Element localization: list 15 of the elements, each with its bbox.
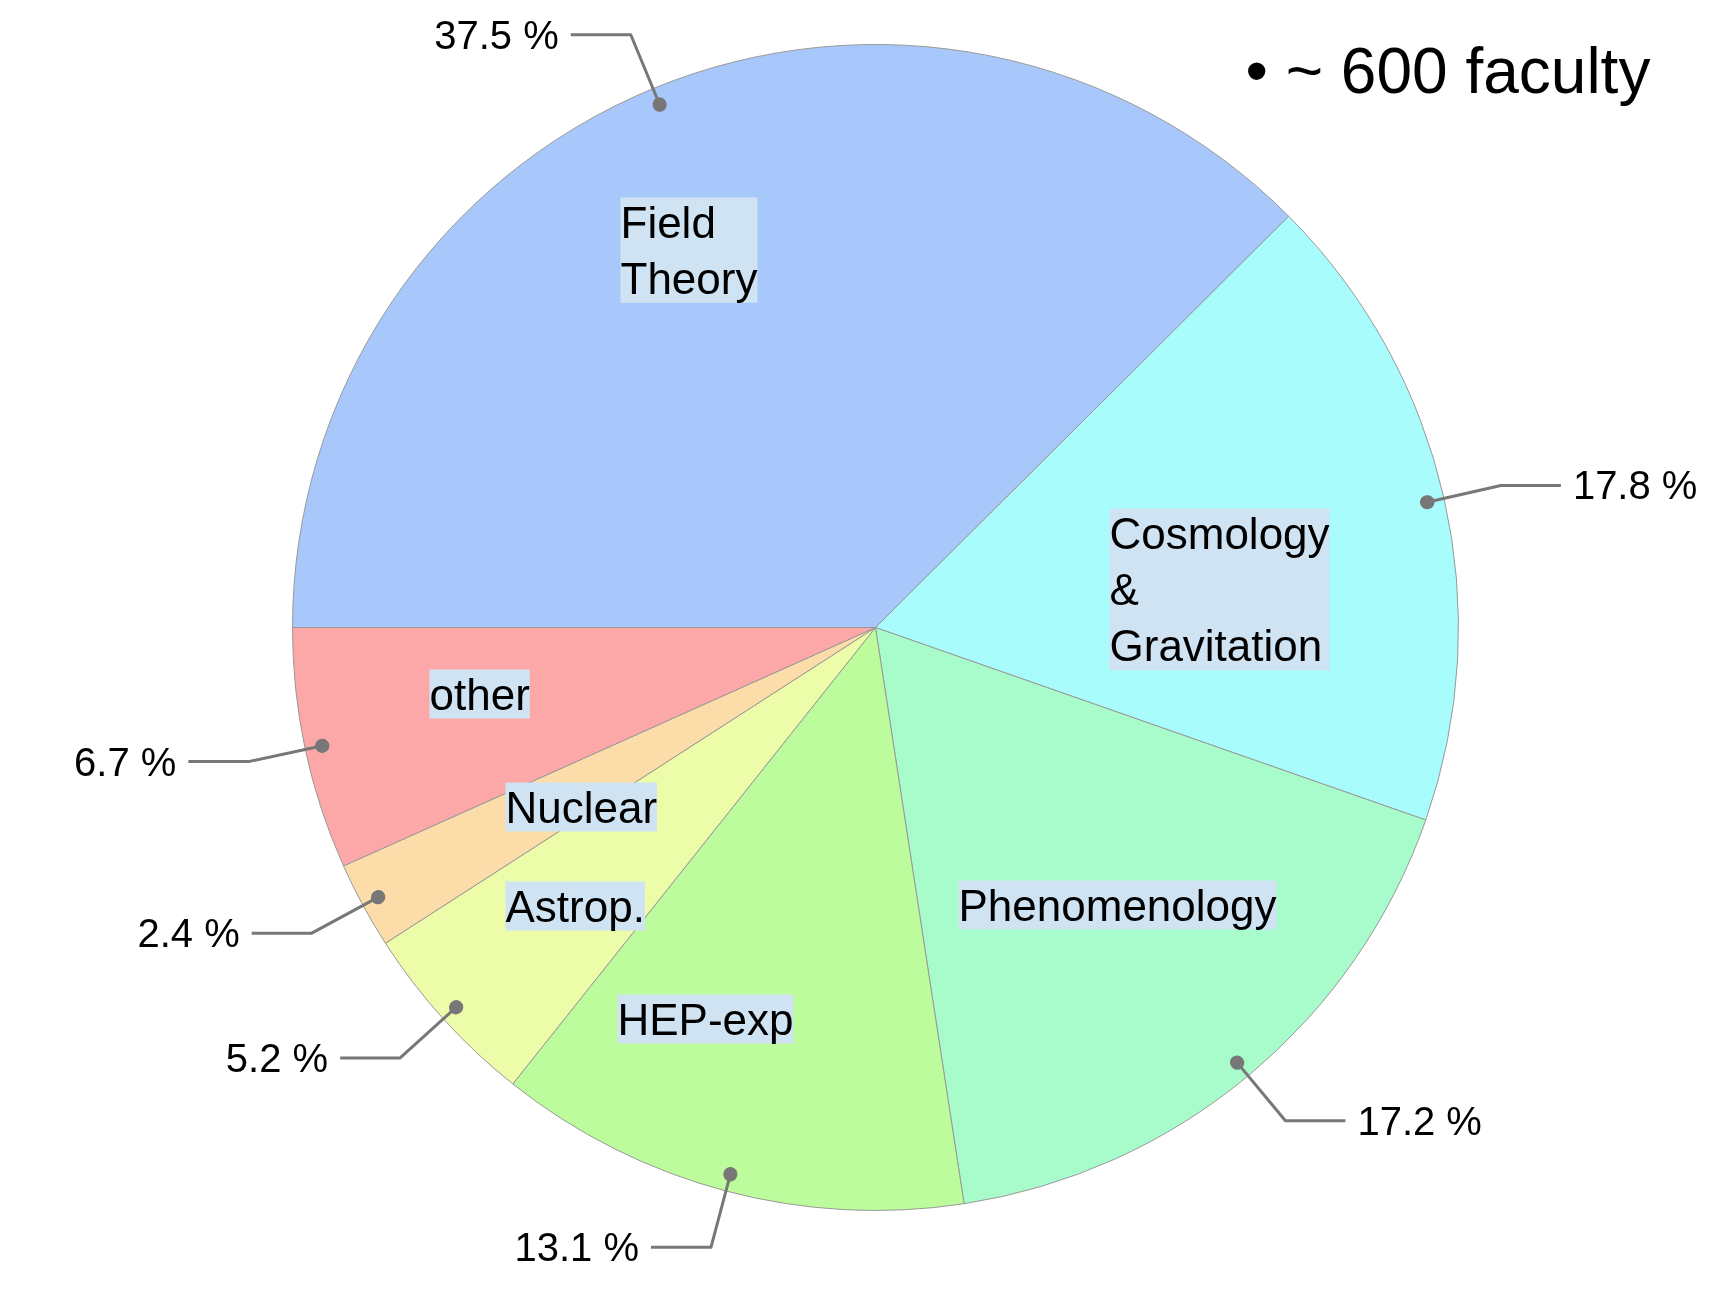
slice-label: Field Theory — [620, 197, 758, 303]
data-label: 17.2 % — [1357, 1098, 1482, 1143]
data-label: 5.2 % — [225, 1035, 329, 1080]
data-label: 37.5 % — [434, 12, 559, 57]
data-label: 17.8 % — [1572, 463, 1698, 508]
slice-label: other — [429, 669, 530, 719]
data-label: 2.4 % — [137, 911, 240, 956]
data-label: 6.7 % — [74, 739, 177, 784]
slice-label: Nuclear — [505, 782, 658, 832]
data-label: 13.1 % — [514, 1225, 639, 1270]
slice-label: Astrop. — [505, 881, 645, 931]
slice-label: HEP-exp — [617, 994, 794, 1044]
text: • ~ 600 faculty — [1245, 34, 1651, 107]
slice-label: Cosmology & Gravitation — [1109, 508, 1330, 671]
slice-label: Phenomenology — [958, 880, 1277, 930]
